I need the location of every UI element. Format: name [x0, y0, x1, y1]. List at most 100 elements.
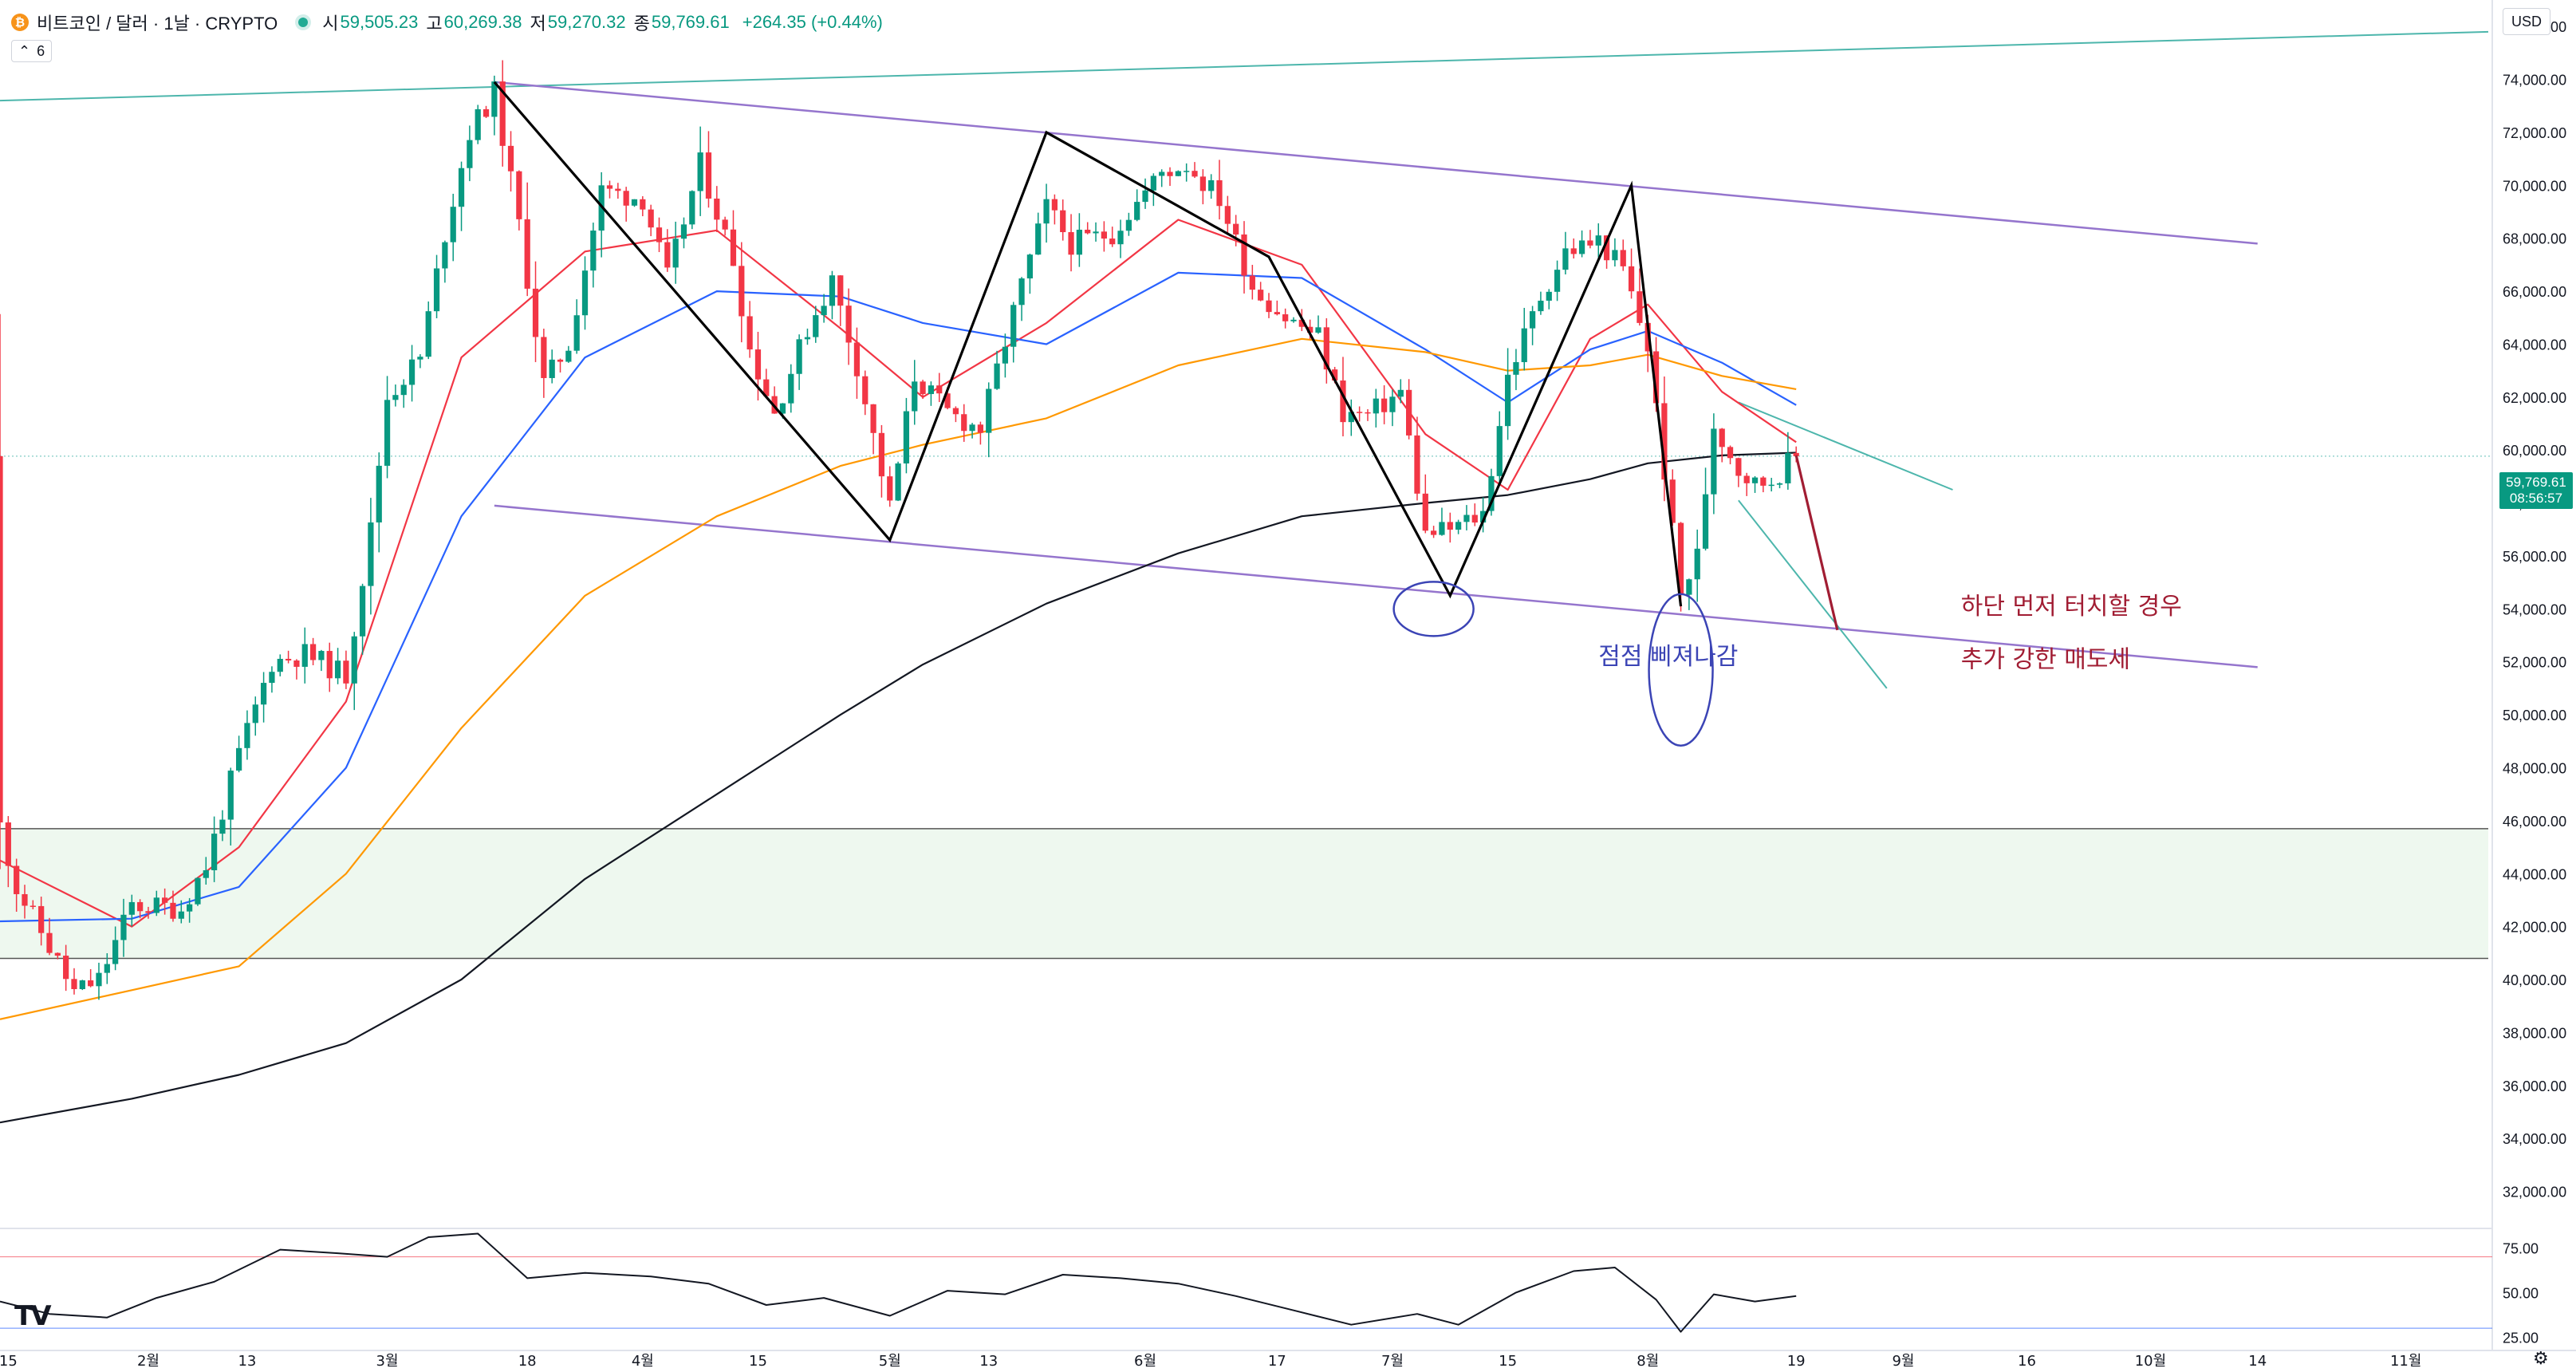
candle-body — [928, 385, 935, 394]
candles-group — [0, 60, 1799, 1000]
candle-body — [705, 152, 712, 199]
candle-body — [162, 897, 168, 903]
candle-body — [1479, 511, 1487, 523]
candle-body — [1644, 322, 1651, 352]
candle-body — [920, 381, 926, 394]
candle-body — [1068, 232, 1074, 255]
candle-body — [1274, 312, 1280, 315]
candle-body — [640, 199, 646, 210]
time-tick-label: 15 — [749, 1353, 767, 1370]
rsi-tick-label: 25.00 — [2503, 1330, 2539, 1346]
candle-body — [1035, 223, 1042, 255]
candle-body — [1578, 240, 1585, 254]
low-value: 59,270.32 — [547, 12, 626, 32]
candle-body — [1018, 278, 1025, 306]
gear-icon[interactable]: ⚙ — [2533, 1348, 2549, 1368]
projection-arrow-line — [1794, 455, 1839, 631]
candle-body — [1776, 483, 1783, 485]
candle-body — [30, 905, 36, 907]
candle-body — [549, 359, 555, 378]
price-tick-label: 34,000.00 — [2503, 1131, 2566, 1147]
candle-body — [1455, 522, 1462, 530]
annotation-text-2: 추가 강한 매도세 — [1961, 645, 2130, 673]
candle-body — [1051, 199, 1058, 211]
price-tick-label: 52,000.00 — [2503, 655, 2566, 671]
candle-body — [1125, 219, 1132, 231]
moving-average-line-3 — [0, 451, 1797, 1124]
price-tick-label: 68,000.00 — [2503, 231, 2566, 247]
candle-body — [1373, 398, 1379, 414]
tradingview-logo[interactable]: TV — [14, 1300, 51, 1332]
candle-body — [178, 911, 184, 919]
candle-body — [71, 979, 77, 990]
candle-body — [1637, 291, 1643, 323]
price-tick-label: 50,000.00 — [2503, 708, 2566, 723]
candle-body — [1307, 326, 1314, 333]
candle-body — [944, 393, 951, 408]
candle-body — [269, 672, 275, 684]
candle-body — [1258, 290, 1264, 301]
candle-body — [1768, 484, 1774, 487]
low-label: 저 — [530, 14, 546, 34]
candle-body — [1743, 475, 1750, 483]
fan-lower-line — [1738, 499, 1888, 689]
price-tick-label: 60,000.00 — [2503, 443, 2566, 459]
candle-body — [22, 893, 28, 906]
candle-body — [227, 771, 234, 820]
candle-body — [1694, 548, 1700, 580]
candle-body — [376, 465, 382, 522]
price-tick-label: 48,000.00 — [2503, 761, 2566, 777]
price-tick-label: 36,000.00 — [2503, 1078, 2566, 1094]
candle-body — [1406, 389, 1412, 436]
candle-body — [1587, 240, 1593, 246]
candle-body — [1365, 412, 1371, 414]
candle-body — [1142, 190, 1148, 203]
candle-body — [1109, 239, 1116, 245]
candle-body — [1323, 327, 1329, 370]
candle-body — [1332, 369, 1338, 381]
candle-body — [417, 357, 423, 360]
bitcoin-icon[interactable]: ₿ — [11, 14, 29, 31]
candle-body — [606, 185, 613, 189]
change-value: +264.35 (+0.44%) — [742, 12, 883, 32]
time-tick-label: 18 — [518, 1353, 537, 1370]
time-tick-label: 11월 — [2390, 1353, 2421, 1370]
candle-body — [796, 339, 802, 374]
currency-selector[interactable]: USD — [2502, 8, 2550, 35]
candle-body — [1093, 231, 1099, 234]
candle-body — [1233, 223, 1239, 235]
candle-body — [1471, 514, 1478, 523]
close-label: 종 — [633, 14, 650, 34]
price-tick-label: 74,000.00 — [2503, 73, 2566, 89]
candle-body — [293, 660, 300, 667]
candle-body — [1727, 447, 1734, 459]
candle-body — [1159, 172, 1165, 176]
candle-body — [1199, 176, 1206, 191]
candle-body — [730, 229, 737, 266]
candle-body — [1381, 398, 1388, 412]
candle-body — [821, 306, 827, 316]
candle-body — [1290, 319, 1297, 321]
symbol-title[interactable]: 비트코인 / 달러 · 1날 · CRYPTO — [37, 14, 278, 34]
candle-body — [1298, 319, 1305, 327]
time-tick-label: 6월 — [1134, 1353, 1156, 1370]
candle-body — [1521, 328, 1527, 362]
market-status-icon — [298, 18, 309, 27]
candle-body — [491, 81, 498, 117]
rsi-tick-label: 50.00 — [2503, 1285, 2539, 1301]
candle-body — [697, 152, 703, 191]
candle-body — [1562, 248, 1569, 270]
candle-body — [648, 209, 654, 228]
candle-body — [499, 81, 506, 146]
candle-body — [912, 381, 918, 412]
indicators-toggle-button[interactable]: ⌃ 6 — [11, 40, 53, 62]
long-trend-line — [0, 30, 2489, 102]
channel-lower-line — [494, 504, 2258, 668]
candle-body — [895, 463, 901, 501]
candle-body — [326, 651, 333, 679]
price-tick-label: 56,000.00 — [2503, 549, 2566, 565]
open-label: 시 — [322, 14, 339, 34]
candle-body — [804, 337, 811, 340]
candle-body — [309, 644, 317, 660]
